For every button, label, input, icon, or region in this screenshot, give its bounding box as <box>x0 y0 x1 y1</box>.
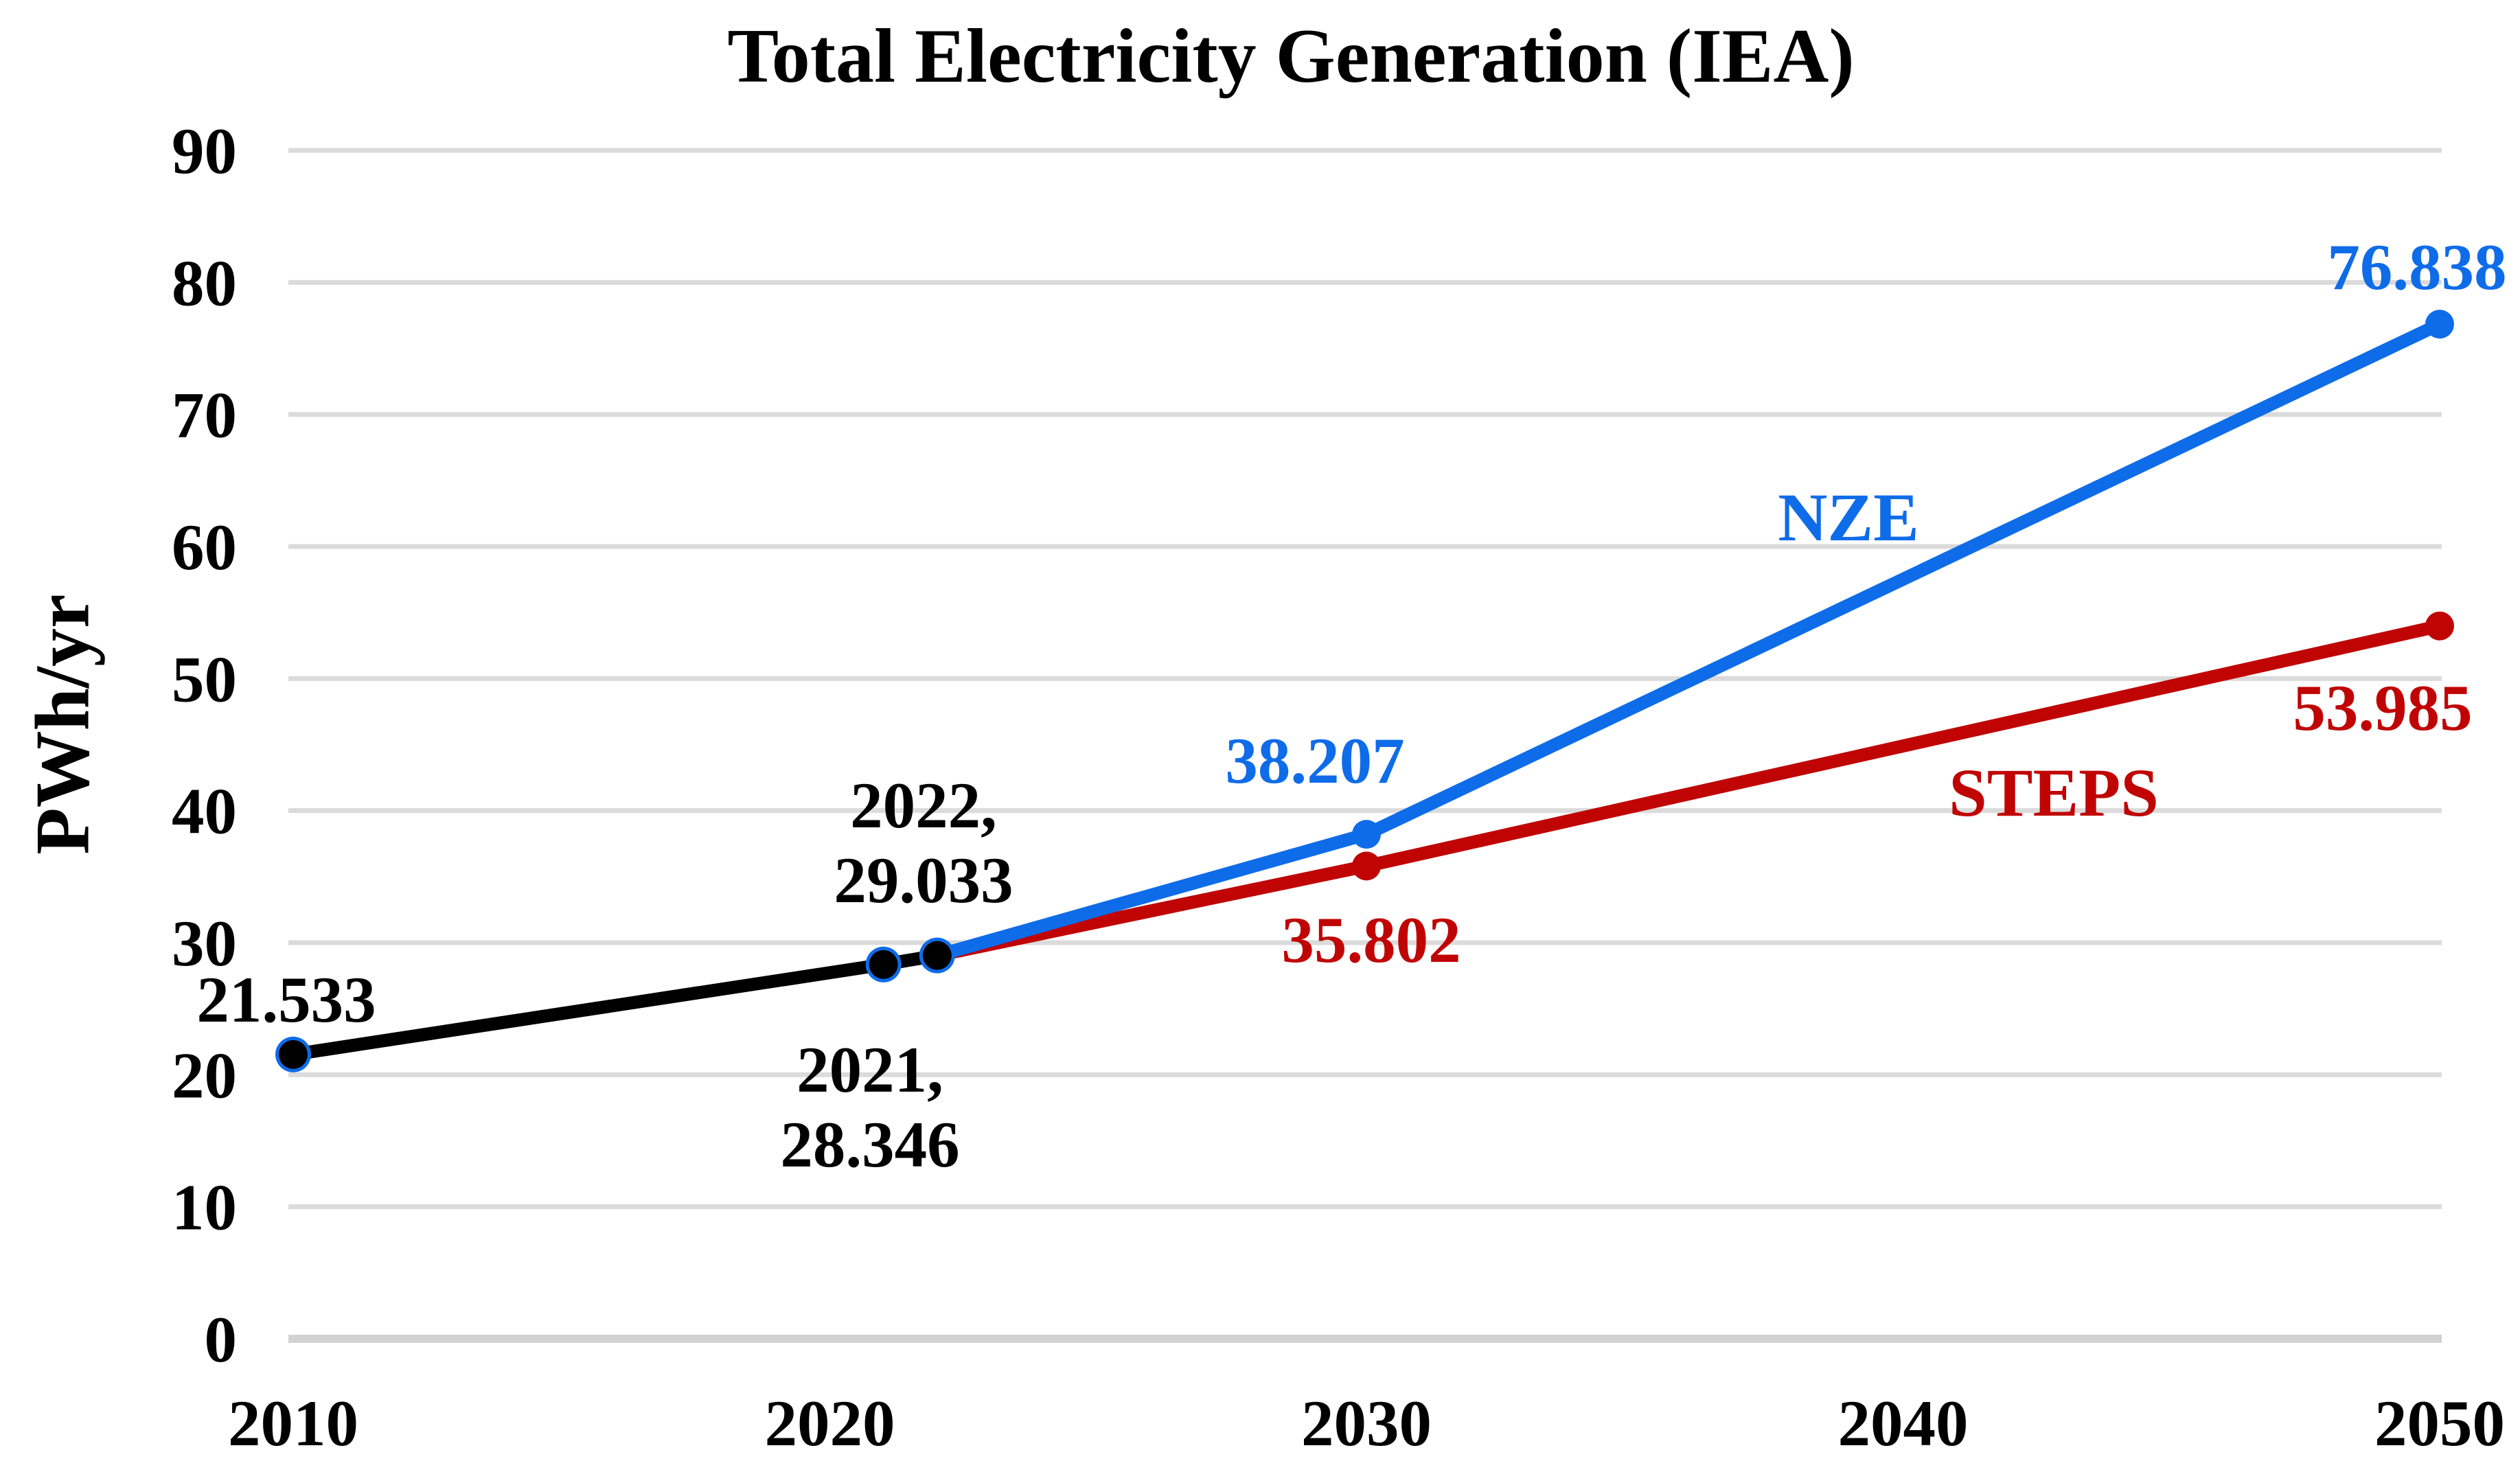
y-tick-label: 30 <box>172 907 237 980</box>
y-tick-label: 90 <box>172 115 237 187</box>
data-label: 35.802 <box>1281 904 1461 976</box>
x-tick-label: 2040 <box>1838 1387 1969 1460</box>
chart-title: Total Electricity Generation (IEA) <box>727 14 1855 99</box>
data-point-historical <box>922 941 952 970</box>
data-label: 2021, <box>797 1033 943 1106</box>
series-line-nze <box>930 317 2447 963</box>
data-point-historical <box>869 950 898 979</box>
data-point-historical <box>279 1039 308 1069</box>
y-tick-label: 50 <box>172 643 237 715</box>
data-label: 53.985 <box>2293 671 2472 744</box>
y-tick-label: 70 <box>172 379 237 452</box>
y-tick-label: 20 <box>172 1039 237 1112</box>
data-label: 28.346 <box>780 1108 959 1181</box>
y-tick-label: 40 <box>172 775 237 848</box>
data-point-steps <box>1352 851 1381 881</box>
data-label: 2022, <box>850 769 997 842</box>
x-tick-label: 2020 <box>765 1387 895 1460</box>
data-label: 29.033 <box>834 844 1013 917</box>
data-label: 38.207 <box>1225 724 1404 797</box>
data-point-steps <box>2425 611 2454 641</box>
y-tick-label: 10 <box>172 1171 237 1244</box>
x-tick-label: 2010 <box>228 1387 358 1460</box>
data-point-nze <box>1352 820 1381 849</box>
x-tick-label: 2030 <box>1301 1387 1432 1460</box>
y-tick-label: 80 <box>172 246 237 319</box>
series-name-label-nze: NZE <box>1778 479 1919 555</box>
y-tick-label: 0 <box>205 1303 238 1376</box>
data-label: 76.838 <box>2327 231 2506 303</box>
data-point-nze <box>2425 310 2454 339</box>
x-tick-label: 2050 <box>2374 1387 2505 1460</box>
series-name-label-steps: STEPS <box>1949 755 2159 831</box>
y-tick-label: 60 <box>172 511 237 584</box>
data-label: 21.533 <box>196 963 376 1036</box>
